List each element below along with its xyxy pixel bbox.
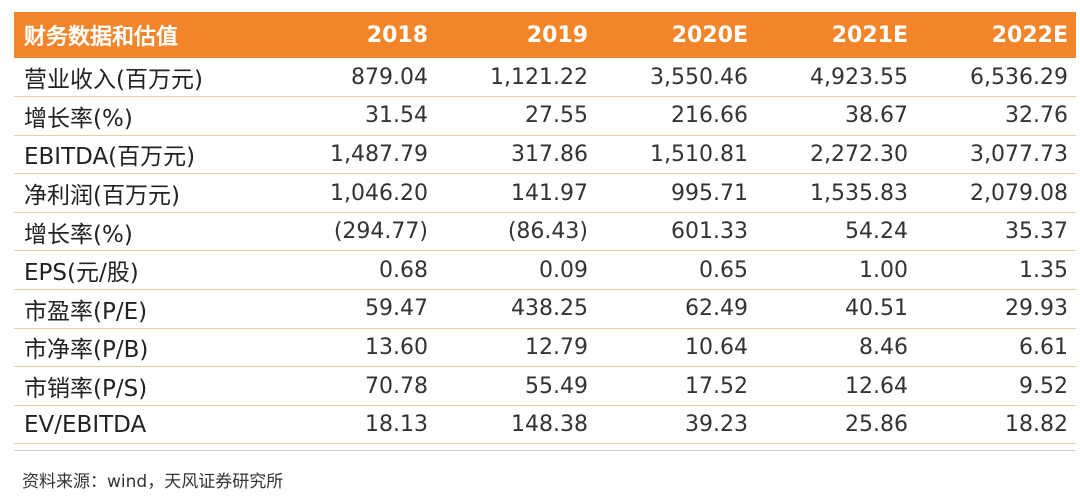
row-label: 市净率(P/B) [24, 337, 149, 364]
table-row: 市销率(P/S) 70.78 55.49 17.52 12.64 9.52 [14, 367, 1076, 406]
row-label: 市销率(P/S) [24, 376, 148, 403]
table-cell: 6.61 [1019, 334, 1068, 360]
table-cell: (294.77) [333, 219, 428, 245]
table-cell: 12.79 [525, 334, 588, 360]
table-cell: 1,121.22 [490, 64, 588, 90]
row-label: EV/EBITDA [24, 411, 147, 438]
row-label: 市盈率(P/E) [24, 298, 148, 325]
table-row: 净利润(百万元) 1,046.20 141.97 995.71 1,535.83… [14, 174, 1076, 213]
row-label: EPS(元/股) [24, 260, 139, 287]
table-cell: 317.86 [511, 141, 588, 167]
table-bottom-rule [14, 450, 1076, 451]
table-cell: 54.24 [845, 219, 908, 245]
table-cell: 1.35 [1019, 257, 1068, 283]
table-cell: 438.25 [511, 296, 588, 322]
header-label: 财务数据和估值 [24, 25, 179, 50]
table-cell: 18.82 [1005, 412, 1068, 438]
table-header-row: 财务数据和估值 2018 2019 2020E 2021E 2022E [14, 12, 1076, 58]
table-cell: 601.33 [671, 219, 748, 245]
row-label: EBITDA(百万元) [24, 144, 196, 171]
table-cell: 32.76 [1005, 103, 1068, 129]
table-cell: 3,077.73 [970, 141, 1068, 167]
row-label: 营业收入(百万元) [24, 67, 203, 94]
table-cell: 3,550.46 [650, 64, 748, 90]
table-row: EV/EBITDA 18.13 148.38 39.23 25.86 18.82 [14, 405, 1076, 444]
table-row: 增长率(%) 31.54 27.55 216.66 38.67 32.76 [14, 97, 1076, 136]
table-cell: 13.60 [365, 334, 428, 360]
table-cell: 1,487.79 [330, 141, 428, 167]
header-2019: 2019 [526, 22, 588, 48]
table-cell: 70.78 [365, 373, 428, 399]
table-cell: 216.66 [671, 103, 748, 129]
source-note: 资料来源：wind，天风证券研究所 [22, 472, 284, 492]
table-cell: 35.37 [1005, 219, 1068, 245]
table-cell: 31.54 [365, 103, 428, 129]
table-cell: 59.47 [365, 296, 428, 322]
table-row: EPS(元/股) 0.68 0.09 0.65 1.00 1.35 [14, 251, 1076, 290]
table-cell: 879.04 [351, 64, 428, 90]
table-cell: 1,535.83 [810, 180, 908, 206]
table-cell: 18.13 [365, 412, 428, 438]
table-cell: 40.51 [845, 296, 908, 322]
table-row: 市盈率(P/E) 59.47 438.25 62.49 40.51 29.93 [14, 290, 1076, 329]
table-cell: 0.09 [539, 257, 588, 283]
table-cell: 2,079.08 [970, 180, 1068, 206]
table-cell: 62.49 [685, 296, 748, 322]
table-cell: 1,046.20 [330, 180, 428, 206]
table-cell: 29.93 [1005, 296, 1068, 322]
table-cell: 4,923.55 [810, 64, 908, 90]
table-cell: 10.64 [685, 334, 748, 360]
table-cell: 995.71 [671, 180, 748, 206]
header-2022e: 2022E [991, 22, 1068, 48]
table-cell: 9.52 [1019, 373, 1068, 399]
table-cell: 25.86 [845, 412, 908, 438]
header-2020e: 2020E [671, 22, 748, 48]
row-label: 增长率(%) [24, 221, 133, 248]
table-cell: 38.67 [845, 103, 908, 129]
table-cell: 0.65 [699, 257, 748, 283]
table-cell: (86.43) [507, 219, 588, 245]
table-cell: 6,536.29 [970, 64, 1068, 90]
table-cell: 141.97 [511, 180, 588, 206]
table-cell: 17.52 [685, 373, 748, 399]
header-2018: 2018 [366, 22, 428, 48]
table-row: 增长率(%) (294.77) (86.43) 601.33 54.24 35.… [14, 212, 1076, 251]
table-row: EBITDA(百万元) 1,487.79 317.86 1,510.81 2,2… [14, 135, 1076, 174]
table-cell: 2,272.30 [810, 141, 908, 167]
table-cell: 0.68 [379, 257, 428, 283]
table-cell: 39.23 [685, 412, 748, 438]
table-cell: 12.64 [845, 373, 908, 399]
table-row: 市净率(P/B) 13.60 12.79 10.64 8.46 6.61 [14, 328, 1076, 367]
row-label: 净利润(百万元) [24, 183, 180, 210]
table-cell: 8.46 [859, 334, 908, 360]
table-cell: 27.55 [525, 103, 588, 129]
financial-table: 财务数据和估值 2018 2019 2020E 2021E 2022E 营业收入… [14, 12, 1076, 444]
table-row: 营业收入(百万元) 879.04 1,121.22 3,550.46 4,923… [14, 58, 1076, 97]
table-cell: 1,510.81 [650, 141, 748, 167]
header-2021e: 2021E [831, 22, 908, 48]
table-cell: 148.38 [511, 412, 588, 438]
row-label: 增长率(%) [24, 105, 133, 132]
table-cell: 55.49 [525, 373, 588, 399]
table-cell: 1.00 [859, 257, 908, 283]
